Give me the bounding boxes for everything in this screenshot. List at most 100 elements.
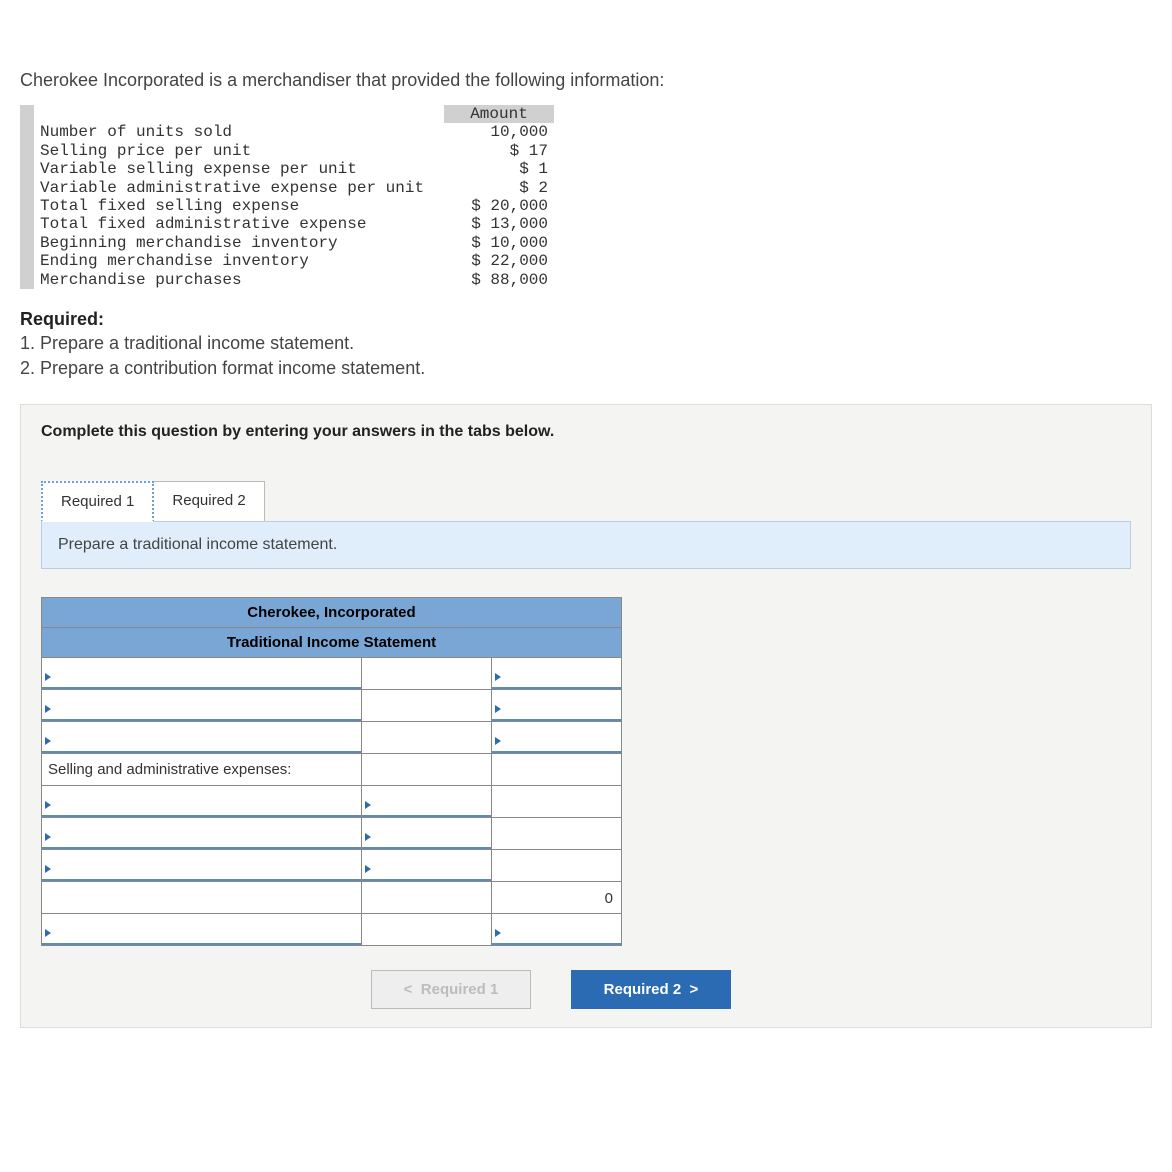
worksheet-input[interactable] [42, 690, 361, 721]
info-row-marker [20, 142, 34, 160]
worksheet-computed-value: 0 [492, 884, 621, 913]
info-row-amount: $ 17 [444, 142, 554, 160]
worksheet-cell [42, 721, 362, 753]
dropdown-triangle-icon [45, 801, 51, 809]
worksheet-cell [362, 689, 492, 721]
worksheet-input[interactable] [492, 690, 621, 721]
dropdown-triangle-icon [45, 705, 51, 713]
info-row-marker [20, 197, 34, 215]
info-row-marker [20, 123, 34, 141]
chevron-right-icon: > [690, 981, 699, 998]
worksheet-cell [362, 849, 492, 881]
info-row-label: Selling price per unit [34, 142, 444, 160]
info-row-amount: $ 20,000 [444, 197, 554, 215]
dropdown-triangle-icon [45, 865, 51, 873]
worksheet-cell [362, 913, 492, 945]
info-row-amount: $ 22,000 [444, 252, 554, 270]
worksheet-input[interactable] [362, 690, 491, 721]
worksheet-cell [42, 785, 362, 817]
chevron-left-icon: < [404, 981, 413, 998]
panel-instructions: Complete this question by entering your … [41, 423, 1131, 441]
worksheet-input[interactable] [362, 818, 491, 849]
worksheet-input[interactable] [362, 850, 491, 881]
tab-required-2[interactable]: Required 2 [153, 481, 264, 522]
info-row-label: Total fixed selling expense [34, 197, 444, 215]
info-row-marker [20, 215, 34, 233]
worksheet-cell [42, 689, 362, 721]
worksheet-input[interactable] [42, 914, 361, 945]
worksheet-static-label: Selling and administrative expenses: [42, 753, 362, 785]
worksheet-cell [492, 817, 622, 849]
worksheet-cell [492, 913, 622, 945]
dropdown-triangle-icon [495, 705, 501, 713]
info-header-blank [34, 105, 444, 123]
worksheet-cell [42, 817, 362, 849]
worksheet-cell [362, 817, 492, 849]
worksheet-input[interactable] [362, 786, 491, 817]
info-row-marker [20, 271, 34, 289]
prev-button[interactable]: < Required 1 [371, 970, 531, 1009]
worksheet-input[interactable] [492, 658, 621, 689]
info-row-marker [20, 252, 34, 270]
worksheet-cell [362, 721, 492, 753]
answer-panel: Complete this question by entering your … [20, 404, 1152, 1028]
worksheet-input[interactable] [42, 850, 361, 881]
worksheet-cell [42, 657, 362, 689]
worksheet-cell [362, 881, 492, 913]
worksheet-cell [492, 849, 622, 881]
worksheet-input[interactable] [42, 722, 361, 753]
worksheet-input[interactable] [362, 722, 491, 753]
worksheet-cell [42, 881, 362, 913]
worksheet-input[interactable] [362, 658, 491, 689]
dropdown-triangle-icon [45, 673, 51, 681]
worksheet-title-1: Cherokee, Incorporated [42, 597, 622, 627]
worksheet-input[interactable] [362, 914, 491, 945]
worksheet-input[interactable] [42, 818, 361, 849]
worksheet-cell [492, 753, 622, 785]
worksheet-cell [362, 657, 492, 689]
required-heading: Required: [20, 309, 104, 329]
worksheet-input[interactable] [492, 914, 621, 945]
worksheet-input[interactable] [362, 882, 491, 913]
sub-instruction: Prepare a traditional income statement. [41, 521, 1131, 569]
info-row-amount: 10,000 [444, 123, 554, 141]
worksheet-cell [42, 913, 362, 945]
dropdown-triangle-icon [495, 929, 501, 937]
dropdown-triangle-icon [45, 737, 51, 745]
info-row-marker [20, 234, 34, 252]
info-row-label: Beginning merchandise inventory [34, 234, 444, 252]
nav-row: < Required 1 Required 2 > [41, 970, 1131, 1009]
info-row-label: Merchandise purchases [34, 271, 444, 289]
worksheet-cell [362, 753, 492, 785]
dropdown-triangle-icon [495, 737, 501, 745]
worksheet-input[interactable] [492, 722, 621, 753]
worksheet-input[interactable] [42, 882, 361, 913]
dropdown-triangle-icon [365, 833, 371, 841]
worksheet-cell [492, 657, 622, 689]
worksheet-cell [492, 721, 622, 753]
required-item-1: 1. Prepare a traditional income statemen… [20, 333, 354, 353]
info-row-label: Variable administrative expense per unit [34, 179, 444, 197]
dropdown-triangle-icon [45, 929, 51, 937]
worksheet-cell [492, 785, 622, 817]
dropdown-triangle-icon [45, 833, 51, 841]
info-row-amount: $ 10,000 [444, 234, 554, 252]
info-table: Amount Number of units sold10,000Selling… [20, 105, 554, 289]
dropdown-triangle-icon [365, 801, 371, 809]
info-row-marker [20, 160, 34, 178]
tabs-row: Required 1 Required 2 [41, 481, 1131, 522]
intro-text: Cherokee Incorporated is a merchandiser … [20, 70, 1152, 91]
worksheet-input[interactable] [42, 786, 361, 817]
info-row-marker [20, 179, 34, 197]
worksheet-cell [362, 785, 492, 817]
info-row-label: Number of units sold [34, 123, 444, 141]
tab-required-1[interactable]: Required 1 [41, 481, 154, 522]
next-button[interactable]: Required 2 > [571, 970, 731, 1009]
required-item-2: 2. Prepare a contribution format income … [20, 358, 425, 378]
required-block: Required: 1. Prepare a traditional incom… [20, 307, 1152, 380]
info-row-amount: $ 2 [444, 179, 554, 197]
dropdown-triangle-icon [495, 673, 501, 681]
dropdown-triangle-icon [365, 865, 371, 873]
worksheet-title-2: Traditional Income Statement [42, 627, 622, 657]
worksheet-input[interactable] [42, 658, 361, 689]
